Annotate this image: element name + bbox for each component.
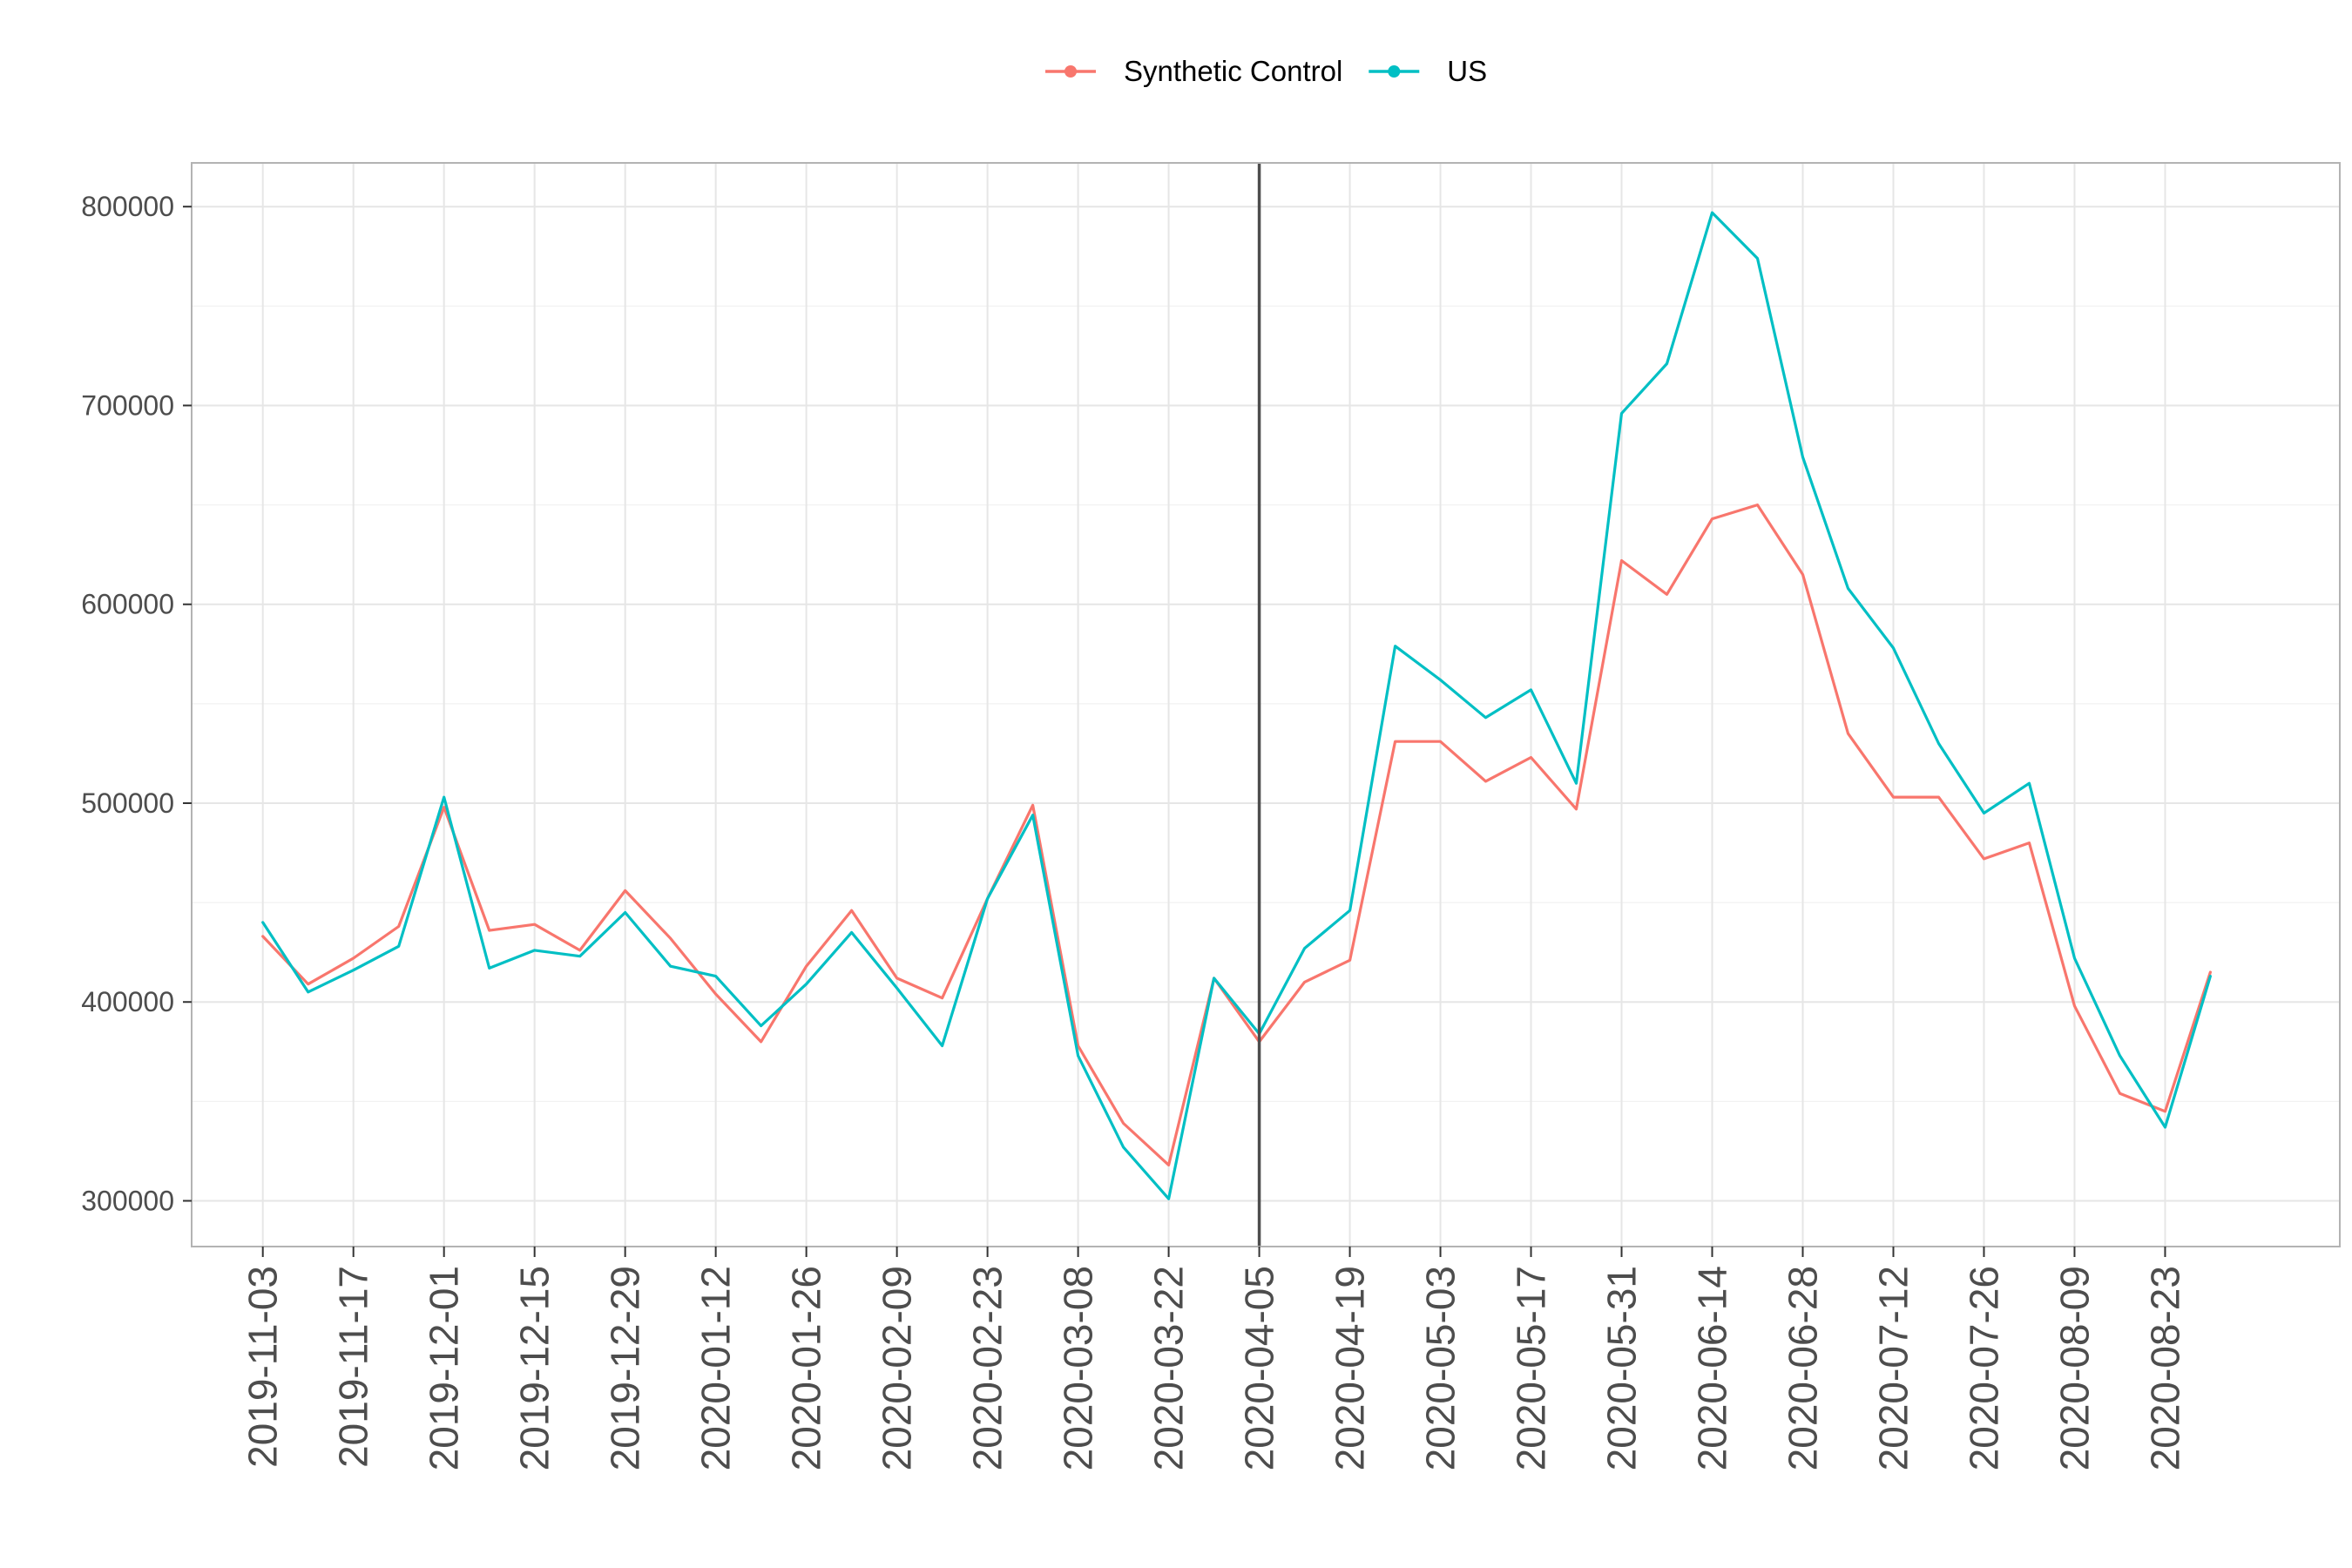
- x-tick-label: 2020-08-23: [2142, 1266, 2187, 1470]
- x-tick-label: 2020-01-12: [693, 1266, 739, 1470]
- y-tick-label: 600000: [81, 589, 174, 620]
- panel-background: [192, 163, 2340, 1247]
- x-tick-label: 2020-02-23: [965, 1266, 1010, 1470]
- y-tick-label: 500000: [81, 787, 174, 819]
- x-tick-label: 2020-02-09: [875, 1266, 920, 1470]
- y-tick-label: 300000: [81, 1186, 174, 1217]
- legend-key-point: [1388, 65, 1401, 78]
- minor-gridlines: [192, 305, 2340, 1102]
- y-axis: 300000 400000 500000 600000 700000 800000: [81, 191, 192, 1217]
- x-tick-label: 2019-12-15: [512, 1266, 558, 1470]
- legend-label: US: [1447, 55, 1487, 87]
- legend: Synthetic Control US: [1045, 55, 1487, 87]
- x-tick-label: 2020-03-08: [1056, 1266, 1101, 1470]
- x-tick-label: 2020-01-26: [784, 1266, 829, 1470]
- x-tick-label: 2020-08-09: [2051, 1266, 2097, 1470]
- x-tick-label: 2020-03-22: [1146, 1266, 1192, 1470]
- x-tick-label: 2020-05-17: [1509, 1266, 1554, 1470]
- legend-key-point: [1064, 65, 1077, 78]
- y-tick-label: 800000: [81, 191, 174, 222]
- x-tick-label: 2020-04-19: [1328, 1266, 1373, 1470]
- series-lines: [261, 211, 2212, 1200]
- x-tick-label: 2019-12-01: [422, 1266, 467, 1470]
- y-tick-label: 400000: [81, 986, 174, 1017]
- x-tick-label: 2020-04-05: [1237, 1266, 1282, 1470]
- plot-panel: [191, 162, 2341, 1247]
- major-gridlines: [192, 163, 2340, 1247]
- y-tick-label: 700000: [81, 389, 174, 421]
- series-line: [261, 503, 2212, 1167]
- x-tick-label: 2020-05-31: [1599, 1266, 1645, 1470]
- legend-label: Synthetic Control: [1124, 55, 1342, 87]
- x-tick-label: 2020-07-26: [1961, 1266, 2006, 1470]
- x-tick-label: 2019-12-29: [603, 1266, 648, 1470]
- x-tick-label: 2020-07-12: [1870, 1266, 1916, 1470]
- x-tick-label: 2020-06-28: [1781, 1266, 1826, 1470]
- x-tick-label: 2019-11-03: [240, 1266, 286, 1468]
- x-axis: 2019-11-03 2019-11-17 2019-12-01 2019-12-15…: [240, 1247, 2187, 1470]
- x-tick-label: 2020-06-14: [1690, 1266, 1735, 1470]
- x-tick-label: 2020-05-03: [1418, 1266, 1463, 1470]
- x-tick-label: 2019-11-17: [331, 1266, 376, 1468]
- panel-border: [191, 162, 2341, 1247]
- series-line: [261, 211, 2212, 1200]
